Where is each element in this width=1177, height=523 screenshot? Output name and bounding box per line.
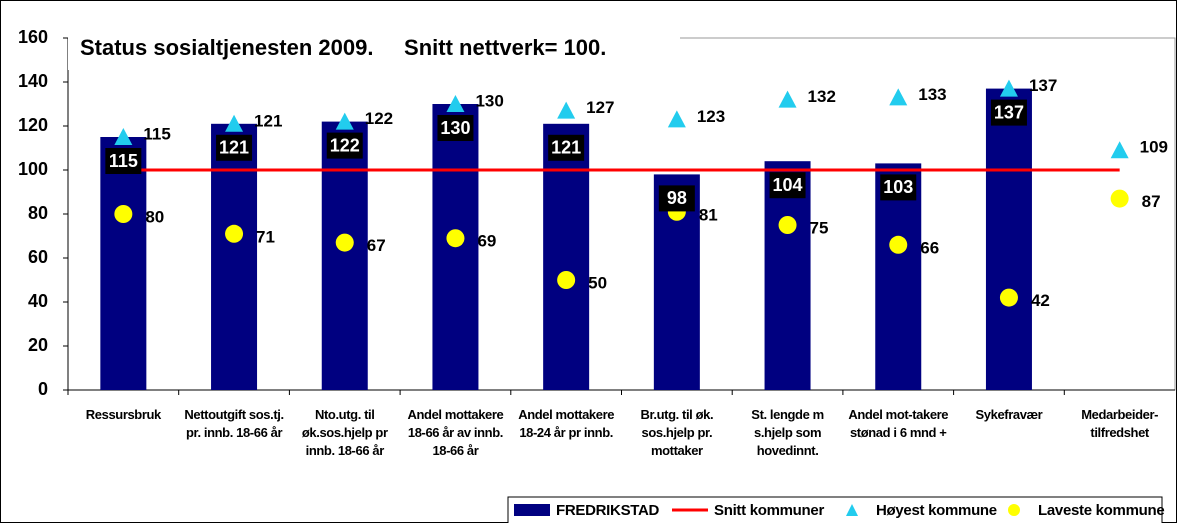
y-tick-label: 0 xyxy=(38,379,48,399)
high-marker xyxy=(225,114,244,132)
data-label: 115 xyxy=(109,151,138,171)
data-label: 98 xyxy=(667,188,687,208)
y-tick-label: 60 xyxy=(28,247,48,267)
high-marker xyxy=(1110,141,1129,159)
high-marker xyxy=(114,128,133,145)
y-tick-label: 120 xyxy=(18,115,48,135)
x-tick-label: Nettoutgift sos.tj. pr. innb. 18-66 år xyxy=(184,407,284,440)
bar xyxy=(100,137,147,390)
data-label: 122 xyxy=(330,135,360,155)
legend: FREDRIKSTAD Snitt kommuner Høyest kommune L… xyxy=(507,496,1165,523)
data-label: 121 xyxy=(219,138,249,158)
title-box xyxy=(68,30,680,70)
y-tick-label: 160 xyxy=(18,27,48,47)
high-marker xyxy=(557,101,576,119)
low-marker xyxy=(999,288,1018,307)
legend-label: Snitt kommuner xyxy=(714,502,824,519)
y-tick-label: 140 xyxy=(18,71,48,91)
data-label-box xyxy=(326,132,363,159)
low-marker xyxy=(446,229,465,248)
data-label: 122 xyxy=(365,109,393,128)
data-label: 42 xyxy=(1031,291,1050,310)
x-tick-label: Medarbeider-tilfredshet xyxy=(1081,407,1159,440)
data-label: 80 xyxy=(145,207,164,226)
high-marker xyxy=(667,110,686,128)
high-marker xyxy=(889,88,908,106)
high-marker xyxy=(778,90,797,108)
data-label: 50 xyxy=(588,273,607,292)
data-label: 130 xyxy=(475,91,503,110)
y-tick-label: 80 xyxy=(28,203,48,223)
data-label: 69 xyxy=(477,232,496,251)
y-tick-label: 100 xyxy=(18,159,48,179)
bar xyxy=(875,163,922,390)
bar xyxy=(543,123,590,391)
y-tick-label: 20 xyxy=(28,335,48,355)
data-label-box xyxy=(880,174,917,201)
low-marker xyxy=(778,216,797,234)
data-label: 87 xyxy=(1142,192,1161,211)
legend-swatch xyxy=(846,504,858,516)
bar xyxy=(985,88,1032,390)
data-label: 137 xyxy=(994,102,1024,122)
high-marker xyxy=(999,79,1018,97)
data-label: 71 xyxy=(256,227,275,246)
low-marker xyxy=(889,235,908,254)
low-marker xyxy=(1110,189,1129,208)
legend-swatch xyxy=(1008,504,1020,516)
data-label: 67 xyxy=(367,236,386,255)
data-label-box xyxy=(990,99,1027,126)
data-label: 123 xyxy=(697,107,725,126)
data-label-box xyxy=(105,148,142,174)
low-marker xyxy=(557,271,576,289)
x-tick-label: Nto.utg. til øk.sos.hjelp pr innb. 18-66… xyxy=(301,407,388,458)
data-label: 115 xyxy=(143,124,170,143)
legend-box xyxy=(507,496,1163,523)
high-marker xyxy=(446,95,465,112)
x-tick-label: Br.utg. til øk. sos.hjelp pr. mottaker xyxy=(640,407,714,458)
data-label-box xyxy=(548,134,585,161)
x-tick-label: Ressursbruk xyxy=(85,407,161,422)
low-marker xyxy=(225,224,244,243)
data-label: 132 xyxy=(808,87,836,106)
y-tick-label: 40 xyxy=(28,291,48,311)
legend-swatch xyxy=(514,504,550,516)
legend-label: Laveste kommune xyxy=(1038,502,1164,519)
data-label: 81 xyxy=(699,205,718,224)
bar xyxy=(764,161,811,390)
x-tick-label: Sykefravær xyxy=(975,407,1043,422)
data-label-box xyxy=(769,172,806,199)
data-label: 127 xyxy=(586,98,614,117)
low-marker xyxy=(335,233,354,252)
data-label-box xyxy=(437,115,474,141)
data-label: 109 xyxy=(1140,138,1168,157)
legend-label: FREDRIKSTAD xyxy=(556,502,660,519)
data-label: 121 xyxy=(551,138,581,158)
data-label: 137 xyxy=(1029,76,1057,95)
data-label: 103 xyxy=(883,177,913,197)
data-label: 104 xyxy=(773,175,803,195)
x-tick-label: Andel mottakere 18-66 år av innb. 18-66 … xyxy=(407,407,504,458)
data-label: 130 xyxy=(440,118,470,138)
legend-label: Høyest kommune xyxy=(876,502,997,519)
data-label: 121 xyxy=(254,111,282,130)
data-label: 75 xyxy=(810,218,829,237)
x-tick-label: Andel mot-takere stønad i 6 mnd + xyxy=(848,407,949,440)
data-label-box xyxy=(658,185,695,212)
chart-title: Status sosialtjenesten 2009. Snitt nettv… xyxy=(80,35,606,60)
low-marker xyxy=(114,205,133,223)
data-label-box xyxy=(216,134,253,161)
x-tick-label: St. lengde m s.hjelp som hovedinnt. xyxy=(751,407,824,458)
data-label: 66 xyxy=(920,238,939,257)
x-tick-label: Andel mottakere 18-24 år pr innb. xyxy=(518,407,615,440)
data-label: 133 xyxy=(918,85,946,104)
bar xyxy=(211,123,258,391)
bar xyxy=(321,121,368,390)
high-marker xyxy=(335,112,354,130)
